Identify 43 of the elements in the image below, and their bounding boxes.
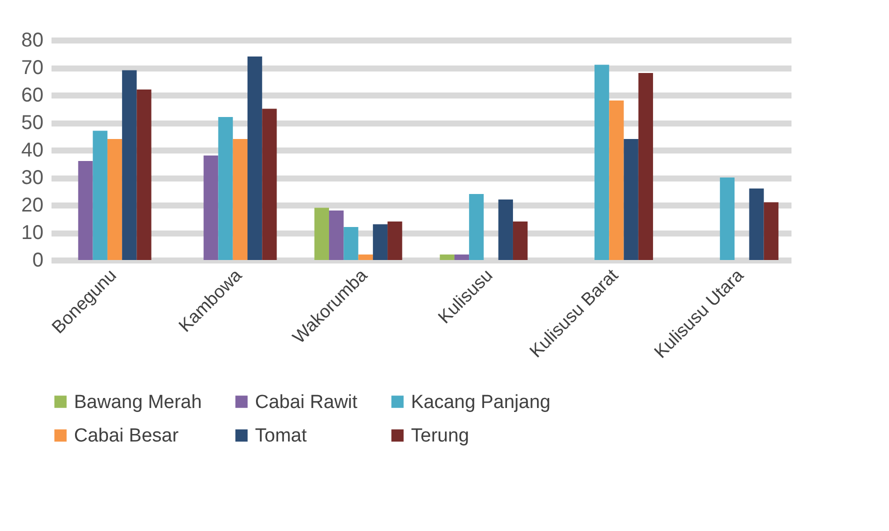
y-tick-label: 80 xyxy=(21,30,44,52)
bar xyxy=(609,100,624,260)
legend-label: Tomat xyxy=(255,426,308,446)
bar xyxy=(107,139,122,260)
legend-label: Cabai Besar xyxy=(74,426,180,446)
legend-label: Bawang Merah xyxy=(74,392,202,413)
bar xyxy=(512,222,528,260)
bar xyxy=(78,161,93,260)
bar xyxy=(247,56,262,260)
y-tick-label: 60 xyxy=(21,84,44,106)
legend-label: Cabai Rawit xyxy=(255,392,358,413)
bar xyxy=(136,90,152,260)
bar xyxy=(122,70,137,260)
bar xyxy=(454,254,470,260)
y-tick-label: 20 xyxy=(21,194,44,216)
y-tick-label: 30 xyxy=(21,167,44,189)
bar xyxy=(92,130,108,260)
bar xyxy=(358,254,373,260)
bar xyxy=(262,108,277,260)
legend-label: Terung xyxy=(411,426,470,446)
bar xyxy=(204,156,218,260)
bar xyxy=(329,210,344,260)
bar xyxy=(388,222,402,260)
bar xyxy=(594,64,610,260)
bar xyxy=(372,224,388,260)
bar xyxy=(232,139,248,260)
y-tick-label: 10 xyxy=(21,222,44,244)
bar xyxy=(764,202,778,260)
bar xyxy=(720,178,735,260)
y-tick-label: 70 xyxy=(21,57,44,79)
y-tick-label: 50 xyxy=(21,112,44,134)
bar xyxy=(314,208,330,260)
bar xyxy=(218,117,233,260)
bar xyxy=(498,200,513,260)
bar xyxy=(638,73,654,260)
legend-label: Kacang Panjang xyxy=(411,392,550,413)
bar xyxy=(344,227,358,260)
bar xyxy=(469,194,484,260)
bar xyxy=(749,188,764,260)
bar xyxy=(440,254,454,260)
bar xyxy=(624,139,638,260)
y-tick-label: 40 xyxy=(21,140,44,162)
y-tick-label: 0 xyxy=(32,250,44,272)
